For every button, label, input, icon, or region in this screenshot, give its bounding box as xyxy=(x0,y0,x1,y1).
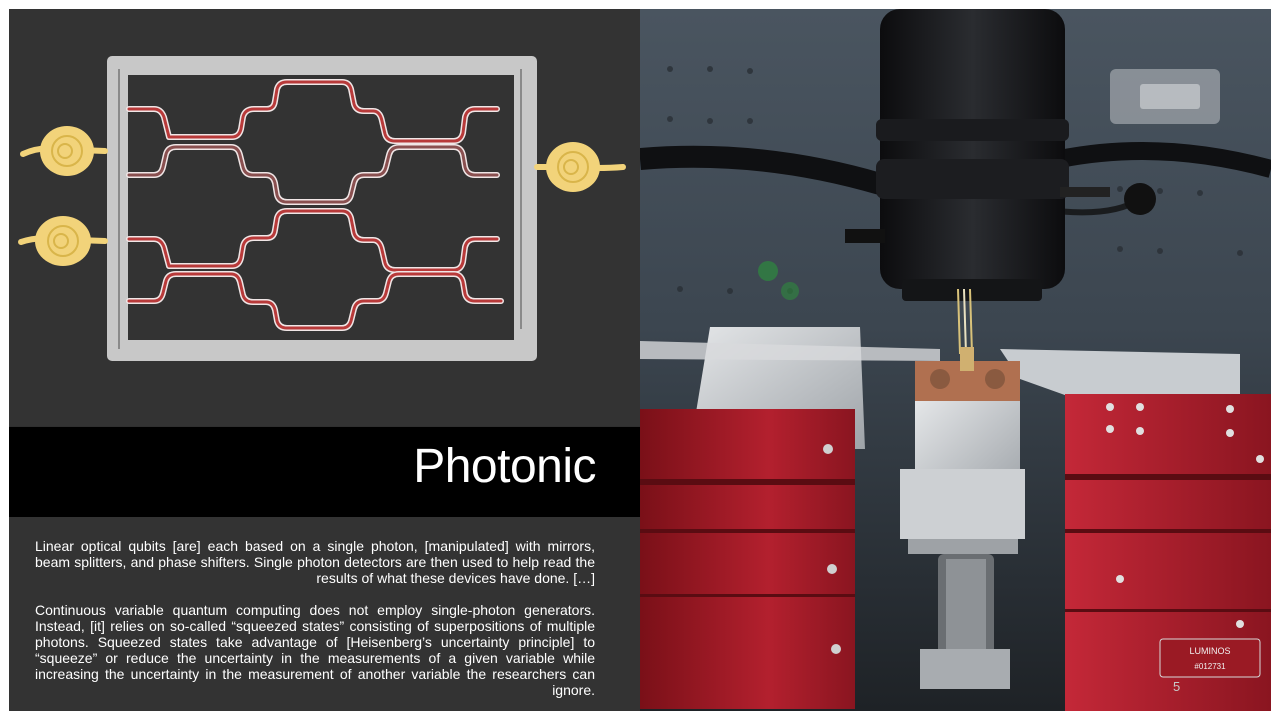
photon-detector-icon xyxy=(534,142,626,192)
chip-substrate xyxy=(128,75,514,340)
microscope-body xyxy=(880,9,1065,289)
page-number: 5 xyxy=(1173,679,1181,694)
waveguide-4 xyxy=(126,271,504,331)
photon-source-icon xyxy=(20,126,108,176)
chip-diagram xyxy=(18,56,626,361)
paragraph-linear-optical: Linear optical qubits [are] each based o… xyxy=(35,538,595,586)
paragraph-continuous-variable: Continuous variable quantum computing do… xyxy=(35,602,595,698)
serial-label: #012731 xyxy=(1194,662,1226,671)
photonic-chip-illustration xyxy=(9,9,640,426)
photon-source-icon xyxy=(18,216,108,266)
waveguide-1 xyxy=(126,79,500,144)
waveguide-3 xyxy=(126,208,500,273)
slide: Photonic Linear optical qubits [are] eac… xyxy=(9,9,1271,711)
manufacturer-label: LUMINOS xyxy=(1189,646,1230,656)
lab-photo: LUMINOS #012731 xyxy=(640,9,1271,711)
slide-title: Photonic xyxy=(413,440,596,493)
manufacturer-plate xyxy=(1159,638,1261,678)
left-red-stage xyxy=(640,409,855,709)
waveguide-2 xyxy=(126,144,500,205)
body-text-box: Linear optical qubits [are] each based o… xyxy=(9,517,640,711)
title-band: Photonic xyxy=(9,427,640,517)
